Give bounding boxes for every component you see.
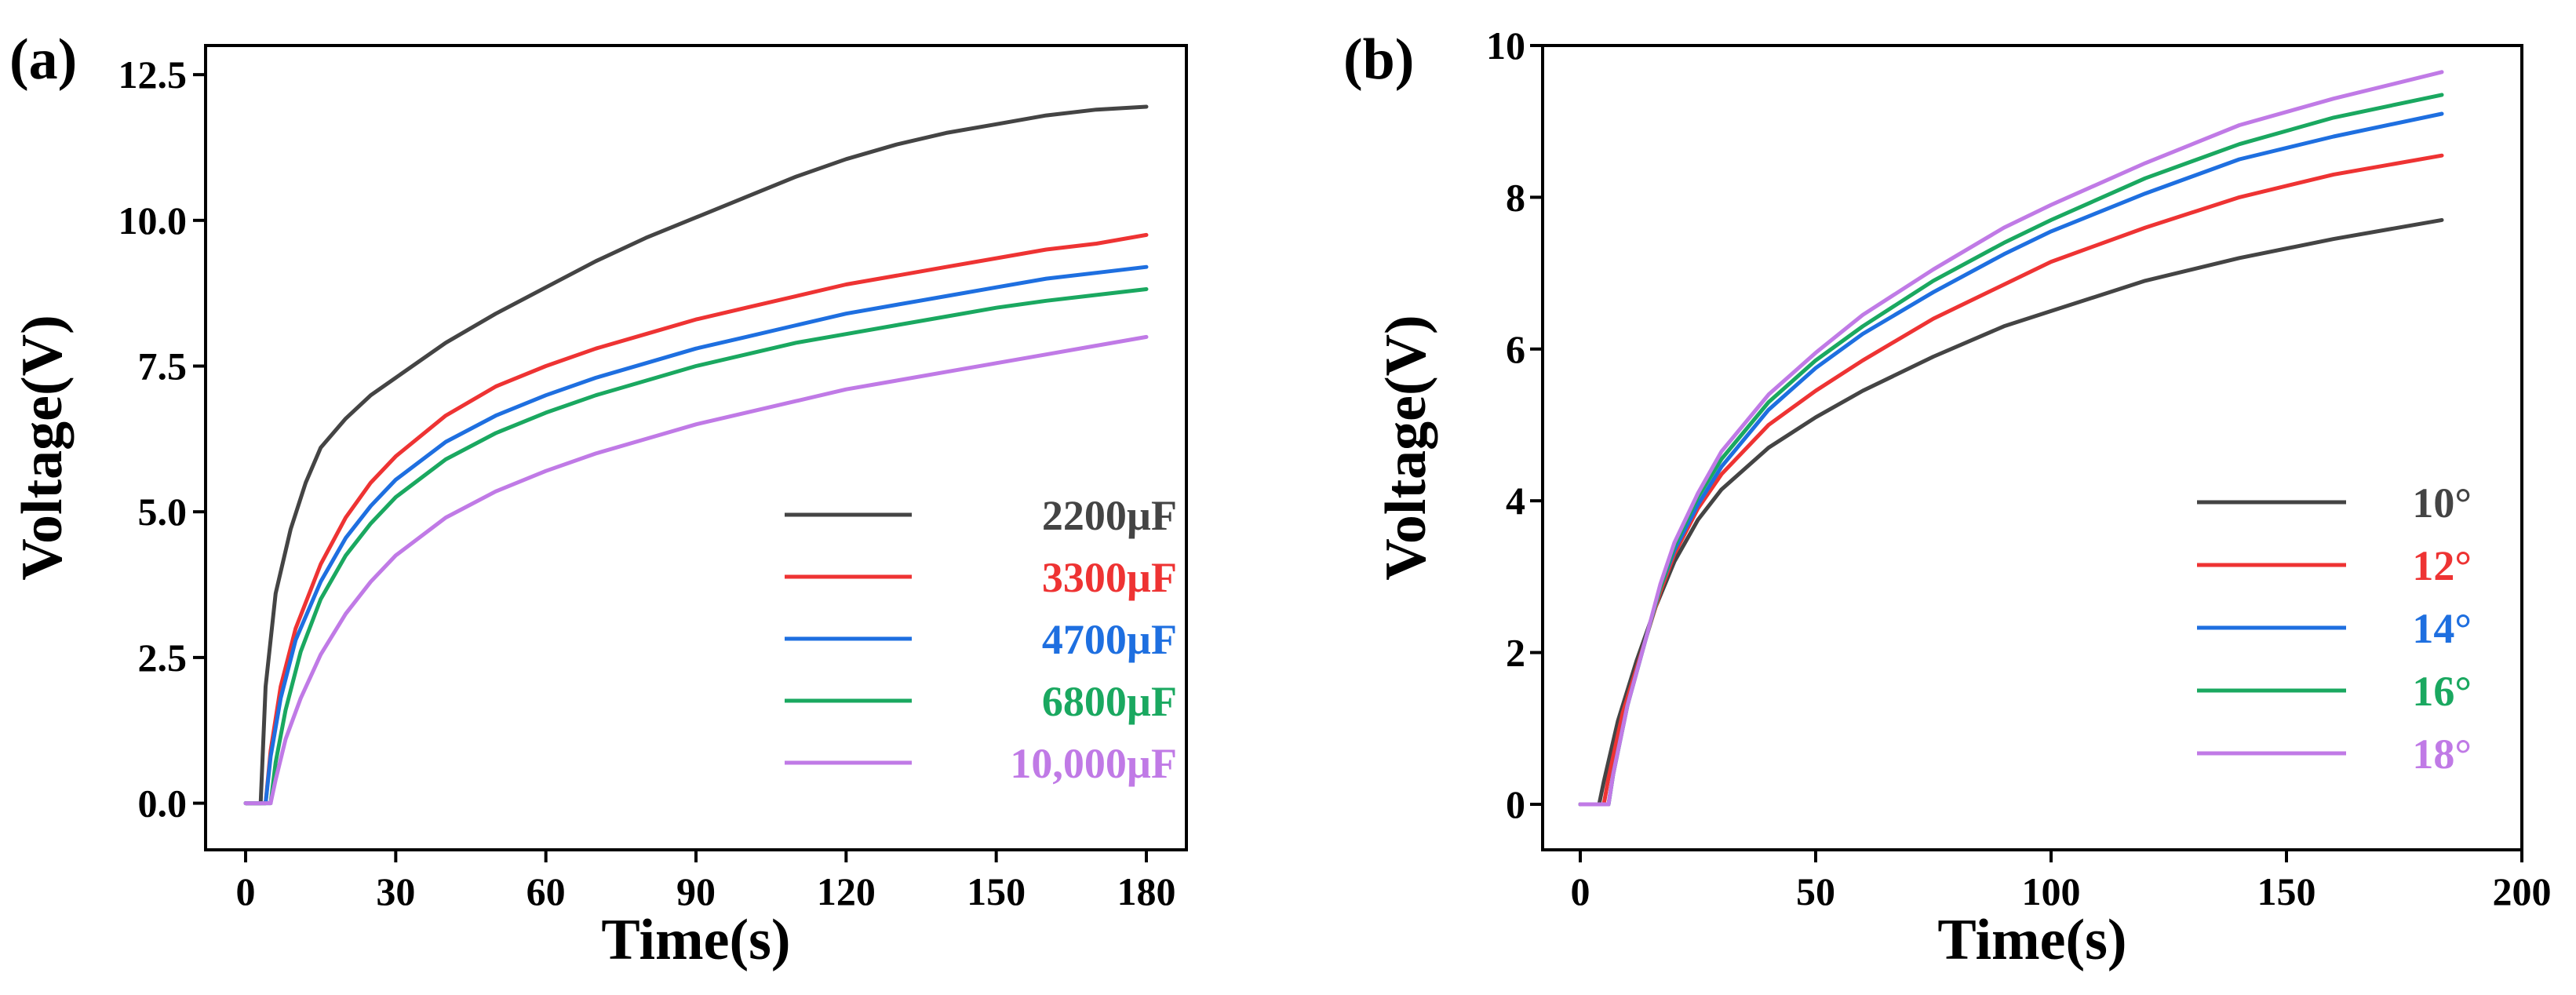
x-tick-label: 60 [526, 869, 566, 913]
legend-label-2: 3300µF [1042, 554, 1177, 601]
y-tick-label: 7.5 [138, 344, 188, 388]
x-tick-label: 50 [1796, 869, 1835, 913]
x-tick-label: 0 [1571, 869, 1590, 913]
panel-label: (b) [1343, 27, 1414, 92]
y-tick-label: 0 [1506, 782, 1525, 826]
y-tick-label: 8 [1506, 175, 1525, 219]
series-line-1 [243, 104, 1149, 806]
series-line-5 [243, 334, 1149, 806]
legend-label-4: 6800µF [1042, 678, 1177, 725]
legend-label-4: 16° [2412, 668, 2472, 715]
panel-label: (a) [9, 27, 77, 92]
legend-label-5: 10,000µF [1010, 740, 1177, 787]
y-tick-label: 2.5 [138, 636, 188, 680]
x-axis-title: Time(s) [1937, 908, 2126, 972]
y-tick-label: 0.0 [138, 782, 188, 826]
y-tick-label: 6 [1506, 327, 1525, 371]
series-line-2 [1578, 153, 2444, 807]
y-tick-label: 12.5 [118, 53, 188, 97]
series-line-3 [243, 264, 1149, 806]
y-tick-label: 2 [1506, 631, 1525, 675]
panel-a-chart: 0 30 60 90 120 150 180 0.0 2.5 5.0 7.5 10.0 12.5 Time… [9, 27, 1188, 972]
legend-label-2: 12° [2412, 542, 2472, 589]
y-tick-label: 5.0 [138, 490, 188, 534]
legend-label-3: 14° [2412, 605, 2472, 652]
x-tick-label: 150 [967, 869, 1026, 913]
x-tick-label: 0 [236, 869, 256, 913]
x-tick-label: 150 [2257, 869, 2316, 913]
y-axis-title: Voltage(V) [10, 315, 75, 580]
legend-label-3: 4700µF [1042, 616, 1177, 663]
x-axis-title: Time(s) [601, 908, 790, 972]
x-tick-label: 200 [2493, 869, 2552, 913]
panel-b-chart: 0 50 100 150 200 0 2 4 6 8 10 Time(s) Voltage(V) (b) 1… [1343, 24, 2552, 972]
plot-frame [1541, 44, 2523, 851]
legend-label-1: 10° [2412, 479, 2472, 527]
x-tick-label: 100 [2022, 869, 2081, 913]
legend-label-1: 2200µF [1042, 492, 1177, 539]
series-line-5 [1578, 70, 2444, 807]
x-tick-label: 120 [817, 869, 876, 913]
x-tick-label: 90 [676, 869, 716, 913]
series-line-1 [1578, 217, 2444, 807]
series-line-4 [243, 287, 1149, 806]
y-tick-label: 10 [1486, 24, 1525, 67]
x-tick-label: 30 [376, 869, 415, 913]
legend-label-5: 18° [2412, 731, 2472, 778]
x-tick-label: 180 [1117, 869, 1175, 913]
y-tick-label: 4 [1506, 479, 1525, 523]
y-tick-label: 10.0 [118, 199, 188, 242]
y-axis-title: Voltage(V) [1374, 315, 1438, 580]
series-line-2 [243, 232, 1149, 806]
